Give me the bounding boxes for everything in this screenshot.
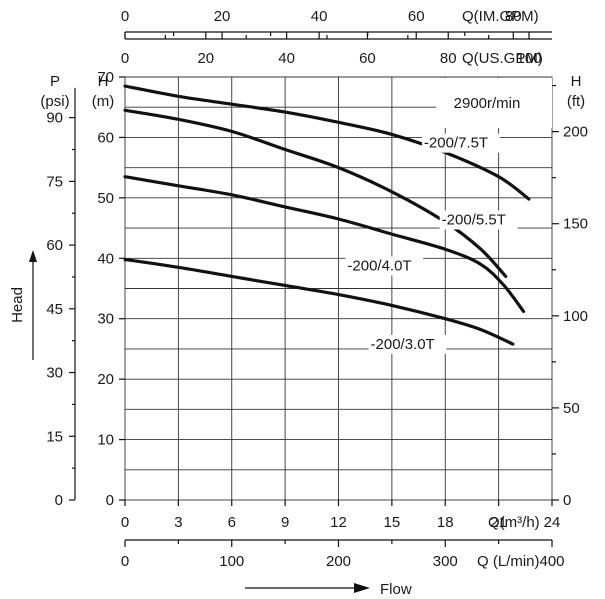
m-tick-label: 10 xyxy=(97,432,114,449)
m-axis-title: H xyxy=(98,73,109,90)
m-tick-label: 40 xyxy=(97,250,114,267)
m-tick-label: 0 xyxy=(106,492,114,509)
usgpm-tick-label: 60 xyxy=(359,50,376,67)
flow-arrow-head xyxy=(354,583,370,593)
lpm-axis-unit: Q (L/min) xyxy=(477,553,540,570)
m-tick-label: 20 xyxy=(97,371,114,388)
usgpm-tick-label: 80 xyxy=(440,50,457,67)
ft-axis-unit: (ft) xyxy=(567,93,585,110)
imgpm-axis-unit: Q(IM.GPM) xyxy=(462,8,539,25)
usgpm-tick-label: 100 xyxy=(517,50,542,67)
series-line xyxy=(123,257,515,346)
speed-label: 2900r/min xyxy=(454,95,521,112)
lpm-tick-label: 100 xyxy=(219,553,244,570)
x-tick-label: 15 xyxy=(384,514,401,531)
x-tick-label: 24 xyxy=(544,514,561,531)
series-label-bg xyxy=(345,256,424,276)
imgpm-tick-label: 20 xyxy=(214,8,231,25)
psi-tick-label: 45 xyxy=(46,301,63,318)
imgpm-tick-label: 40 xyxy=(311,8,328,25)
m-tick-label: 70 xyxy=(97,69,114,86)
lpm-tick-label: 0 xyxy=(121,553,129,570)
x-axis-title: Flow xyxy=(380,581,412,598)
speed-label-box xyxy=(436,78,552,128)
lpm-tick-label: 400 xyxy=(539,553,564,570)
series-line xyxy=(123,175,526,314)
psi-axis-title: P xyxy=(50,73,60,90)
usgpm-tick-label: 20 xyxy=(197,50,214,67)
axes xyxy=(69,31,559,547)
x-tick-label: 18 xyxy=(437,514,454,531)
grid xyxy=(124,76,553,501)
psi-axis-unit: (psi) xyxy=(40,93,69,110)
x-tick-label: 0 xyxy=(121,514,129,531)
ft-axis-title: H xyxy=(571,73,582,90)
x-axis-unit: Q(m³/h) xyxy=(488,514,540,531)
ft-tick-label: 100 xyxy=(563,308,588,325)
head-arrow-head xyxy=(29,250,37,262)
imgpm-tick-label: 60 xyxy=(408,8,425,25)
m-tick-label: 50 xyxy=(97,190,114,207)
ft-tick-label: 50 xyxy=(563,400,580,417)
lpm-tick-label: 300 xyxy=(433,553,458,570)
lpm-tick-label: 200 xyxy=(326,553,351,570)
m-tick-label: 60 xyxy=(97,129,114,146)
usgpm-tick-label: 40 xyxy=(278,50,295,67)
imgpm-tick-label: 0 xyxy=(121,8,129,25)
usgpm-axis-unit: Q(US.GPM) xyxy=(462,50,543,67)
psi-tick-label: 30 xyxy=(46,365,63,382)
series-line xyxy=(123,84,531,201)
series-line xyxy=(123,108,508,279)
m-tick-label: 30 xyxy=(97,311,114,328)
ft-tick-label: 200 xyxy=(563,124,588,141)
series-label: -200/3.0T xyxy=(371,336,435,353)
ft-tick-label: 150 xyxy=(563,216,588,233)
series-label-bg xyxy=(421,133,500,153)
usgpm-tick-label: 0 xyxy=(121,50,129,67)
x-tick-label: 21 xyxy=(490,514,507,531)
psi-tick-label: 75 xyxy=(46,173,63,190)
x-tick-label: 12 xyxy=(330,514,347,531)
psi-tick-label: 15 xyxy=(46,428,63,445)
series-label: -200/7.5T xyxy=(424,135,488,152)
x-tick-label: 9 xyxy=(281,514,289,531)
curves xyxy=(123,84,531,346)
psi-tick-label: 0 xyxy=(55,492,63,509)
imgpm-tick-label: 80 xyxy=(505,8,522,25)
psi-tick-label: 60 xyxy=(46,237,63,254)
series-label: -200/5.5T xyxy=(442,211,506,228)
series-label-bg xyxy=(439,210,518,230)
m-axis-unit: (m) xyxy=(92,93,115,110)
series-label: -200/4.0T xyxy=(347,257,411,274)
psi-tick-label: 90 xyxy=(46,110,63,127)
x-tick-label: 6 xyxy=(228,514,236,531)
y-axis-title: Head xyxy=(9,287,26,323)
ft-tick-label: 0 xyxy=(563,492,571,509)
x-tick-label: 3 xyxy=(174,514,182,531)
series-label-bg xyxy=(368,334,447,354)
